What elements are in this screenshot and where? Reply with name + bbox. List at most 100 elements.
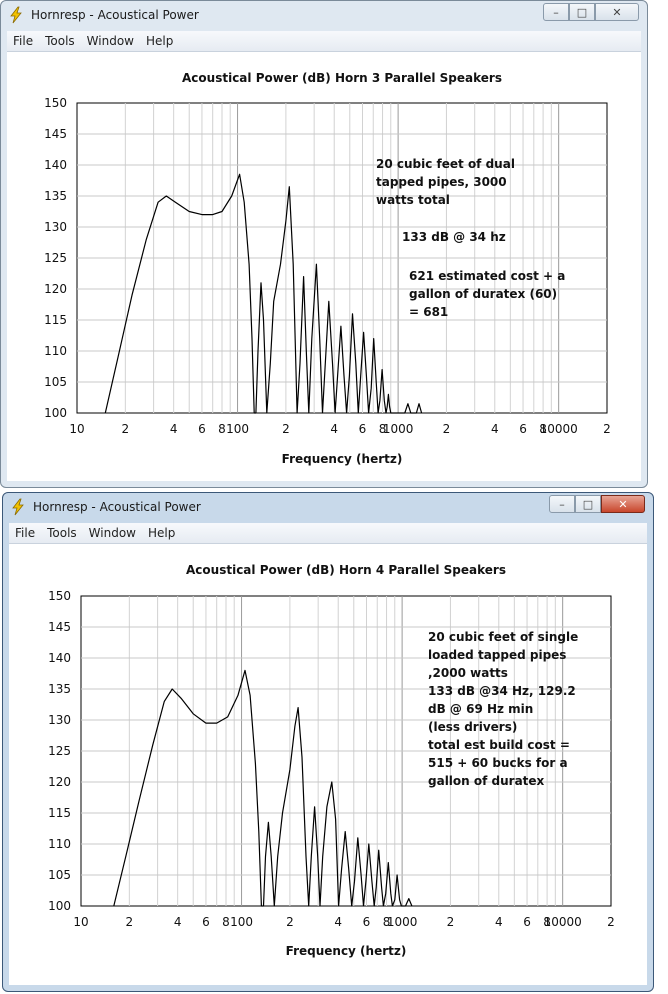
menu-file[interactable]: File	[15, 526, 36, 540]
x-tick-label: 4	[491, 422, 499, 436]
grid-lines	[77, 103, 607, 413]
x-axis-label: Frequency (hertz)	[282, 452, 403, 466]
annotation-text: 133 dB @ 34 hz	[402, 230, 506, 244]
x-tick-label: 8	[218, 422, 226, 436]
annotation-text: watts total	[376, 193, 450, 207]
x-tick-label: 1000	[387, 915, 418, 929]
annotation-text: = 681	[409, 305, 448, 319]
x-tick-label: 4	[170, 422, 178, 436]
x-tick-label: 6	[363, 915, 371, 929]
y-tick-label: 150	[48, 589, 71, 603]
title-bar[interactable]: Hornresp - Acoustical Power – □ ✕	[3, 493, 653, 521]
x-tick-label: 1000	[383, 422, 414, 436]
x-tick-label: 4	[330, 422, 338, 436]
annotation-text: 515 + 60 bucks for a	[428, 756, 568, 770]
x-tick-label: 2	[282, 422, 290, 436]
minimize-button[interactable]: –	[543, 3, 569, 21]
y-tick-label: 145	[48, 620, 71, 634]
annotation-text: gallon of duratex	[428, 774, 545, 788]
x-tick-label: 6	[523, 915, 531, 929]
annotation-text: gallon of duratex (60)	[409, 287, 557, 301]
annotation-text: 20 cubic feet of single	[428, 630, 578, 644]
annotation-text: 621 estimated cost + a	[409, 269, 565, 283]
menu-window[interactable]: Window	[88, 526, 136, 540]
menu-help[interactable]: Help	[145, 34, 174, 48]
chart-area: Acoustical Power (dB) Horn 4 Parallel Sp…	[9, 544, 647, 985]
hornresp-window-2: Hornresp - Acoustical Power – □ ✕ File T…	[2, 492, 654, 992]
x-tick-label: 2	[443, 422, 451, 436]
chart-title: Acoustical Power (dB) Horn 3 Parallel Sp…	[182, 71, 502, 85]
close-button[interactable]: ✕	[601, 495, 645, 513]
annotation-text: 20 cubic feet of dual	[376, 157, 515, 171]
annotation-text: loaded tapped pipes	[428, 648, 566, 662]
x-tick-label: 8	[222, 915, 230, 929]
y-tick-label: 130	[48, 713, 71, 727]
x-tick-label: 8	[539, 422, 547, 436]
y-tick-label: 105	[44, 375, 67, 389]
chart-title: Acoustical Power (dB) Horn 4 Parallel Sp…	[186, 563, 506, 577]
x-tick-label: 6	[202, 915, 210, 929]
y-tick-label: 100	[48, 899, 71, 913]
menu-help[interactable]: Help	[147, 526, 176, 540]
y-tick-label: 135	[48, 682, 71, 696]
x-tick-label: 100	[230, 915, 253, 929]
menu-window[interactable]: Window	[86, 34, 134, 48]
x-tick-label: 2	[122, 422, 130, 436]
x-axis-label: Frequency (hertz)	[286, 944, 407, 958]
annotation-text: tapped pipes, 3000	[376, 175, 507, 189]
caption-buttons: – □ ✕	[543, 3, 639, 21]
y-tick-label: 135	[44, 189, 67, 203]
grid-lines	[81, 596, 611, 906]
maximize-button[interactable]: □	[569, 3, 595, 21]
menu-bar: File Tools Window Help	[7, 31, 641, 52]
y-tick-label: 115	[48, 806, 71, 820]
window-title: Hornresp - Acoustical Power	[33, 500, 201, 514]
lightning-bolt-icon	[12, 498, 24, 516]
x-tick-label: 10000	[540, 422, 578, 436]
annotation-text: 133 dB @34 Hz, 129.2	[428, 684, 576, 698]
x-tick-label: 10	[69, 422, 84, 436]
series-line	[113, 669, 413, 907]
menu-tools[interactable]: Tools	[45, 34, 75, 48]
y-tick-label: 145	[44, 127, 67, 141]
x-tick-label: 8	[543, 915, 551, 929]
x-tick-label: 10	[73, 915, 88, 929]
y-tick-label: 110	[48, 837, 71, 851]
y-tick-label: 110	[44, 344, 67, 358]
x-tick-label: 2	[607, 915, 615, 929]
chart-area: Acoustical Power (dB) Horn 3 Parallel Sp…	[7, 52, 641, 481]
annotation-text: dB @ 69 Hz min	[428, 702, 533, 716]
minimize-button[interactable]: –	[549, 495, 575, 513]
y-tick-label: 120	[44, 282, 67, 296]
x-tick-label: 8	[379, 422, 387, 436]
acoustical-power-chart: Acoustical Power (dB) Horn 4 Parallel Sp…	[48, 563, 615, 958]
y-tick-label: 125	[48, 744, 71, 758]
x-tick-label: 4	[334, 915, 342, 929]
series-line	[104, 173, 423, 414]
lightning-bolt-icon	[10, 6, 22, 24]
y-tick-label: 120	[48, 775, 71, 789]
menu-tools[interactable]: Tools	[47, 526, 77, 540]
y-tick-label: 130	[44, 220, 67, 234]
y-tick-label: 140	[44, 158, 67, 172]
caption-buttons: – □ ✕	[549, 495, 645, 513]
annotation-text: total est build cost =	[428, 738, 570, 752]
acoustical-power-chart: Acoustical Power (dB) Horn 3 Parallel Sp…	[44, 71, 611, 466]
x-tick-label: 6	[359, 422, 367, 436]
x-tick-label: 4	[495, 915, 503, 929]
x-tick-label: 2	[286, 915, 294, 929]
x-tick-label: 4	[174, 915, 182, 929]
maximize-button[interactable]: □	[575, 495, 601, 513]
x-tick-label: 6	[519, 422, 527, 436]
title-bar[interactable]: Hornresp - Acoustical Power – □ ✕	[1, 1, 647, 29]
close-button[interactable]: ✕	[595, 3, 639, 21]
x-tick-label: 2	[603, 422, 611, 436]
x-tick-label: 2	[126, 915, 134, 929]
x-tick-label: 2	[447, 915, 455, 929]
menu-bar: File Tools Window Help	[9, 523, 647, 544]
y-tick-label: 140	[48, 651, 71, 665]
y-tick-label: 100	[44, 406, 67, 420]
y-tick-label: 105	[48, 868, 71, 882]
x-tick-label: 10000	[544, 915, 582, 929]
menu-file[interactable]: File	[13, 34, 34, 48]
